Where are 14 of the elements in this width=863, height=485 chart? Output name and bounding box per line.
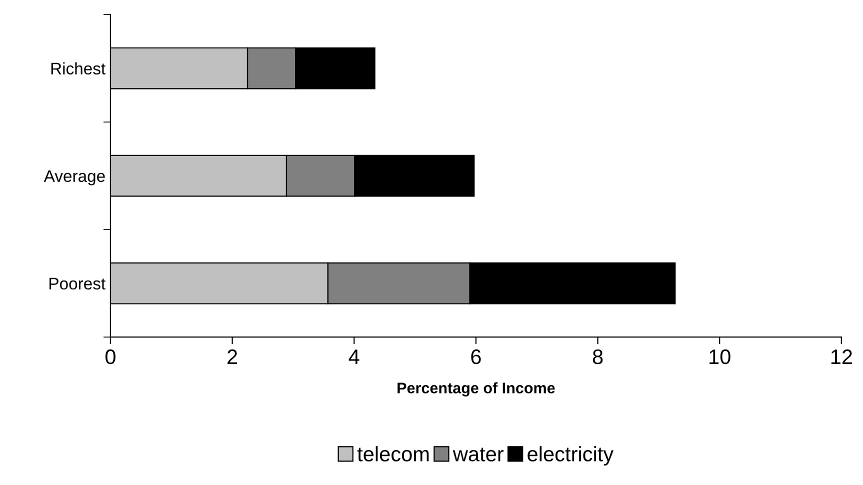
x-tick-label: 4 [348, 350, 360, 364]
legend-label: telecom [357, 446, 429, 462]
y-tick-label: Poorest [50, 278, 106, 290]
x-tick-label: 8 [592, 349, 603, 364]
x-axis-title: Percentage of Income [398, 382, 555, 396]
legend-label: electricity [528, 446, 614, 466]
x-tick-label: 10 [710, 349, 730, 364]
x-tick-label: 6 [471, 349, 481, 364]
y-tick-label: Richest [51, 62, 106, 75]
x-tick-label: 0 [105, 349, 116, 364]
x-tick-label: 12 [831, 349, 852, 364]
x-tick-label: 2 [228, 349, 238, 364]
y-tick-label: Average [44, 170, 105, 186]
legend-label: water [452, 448, 504, 462]
